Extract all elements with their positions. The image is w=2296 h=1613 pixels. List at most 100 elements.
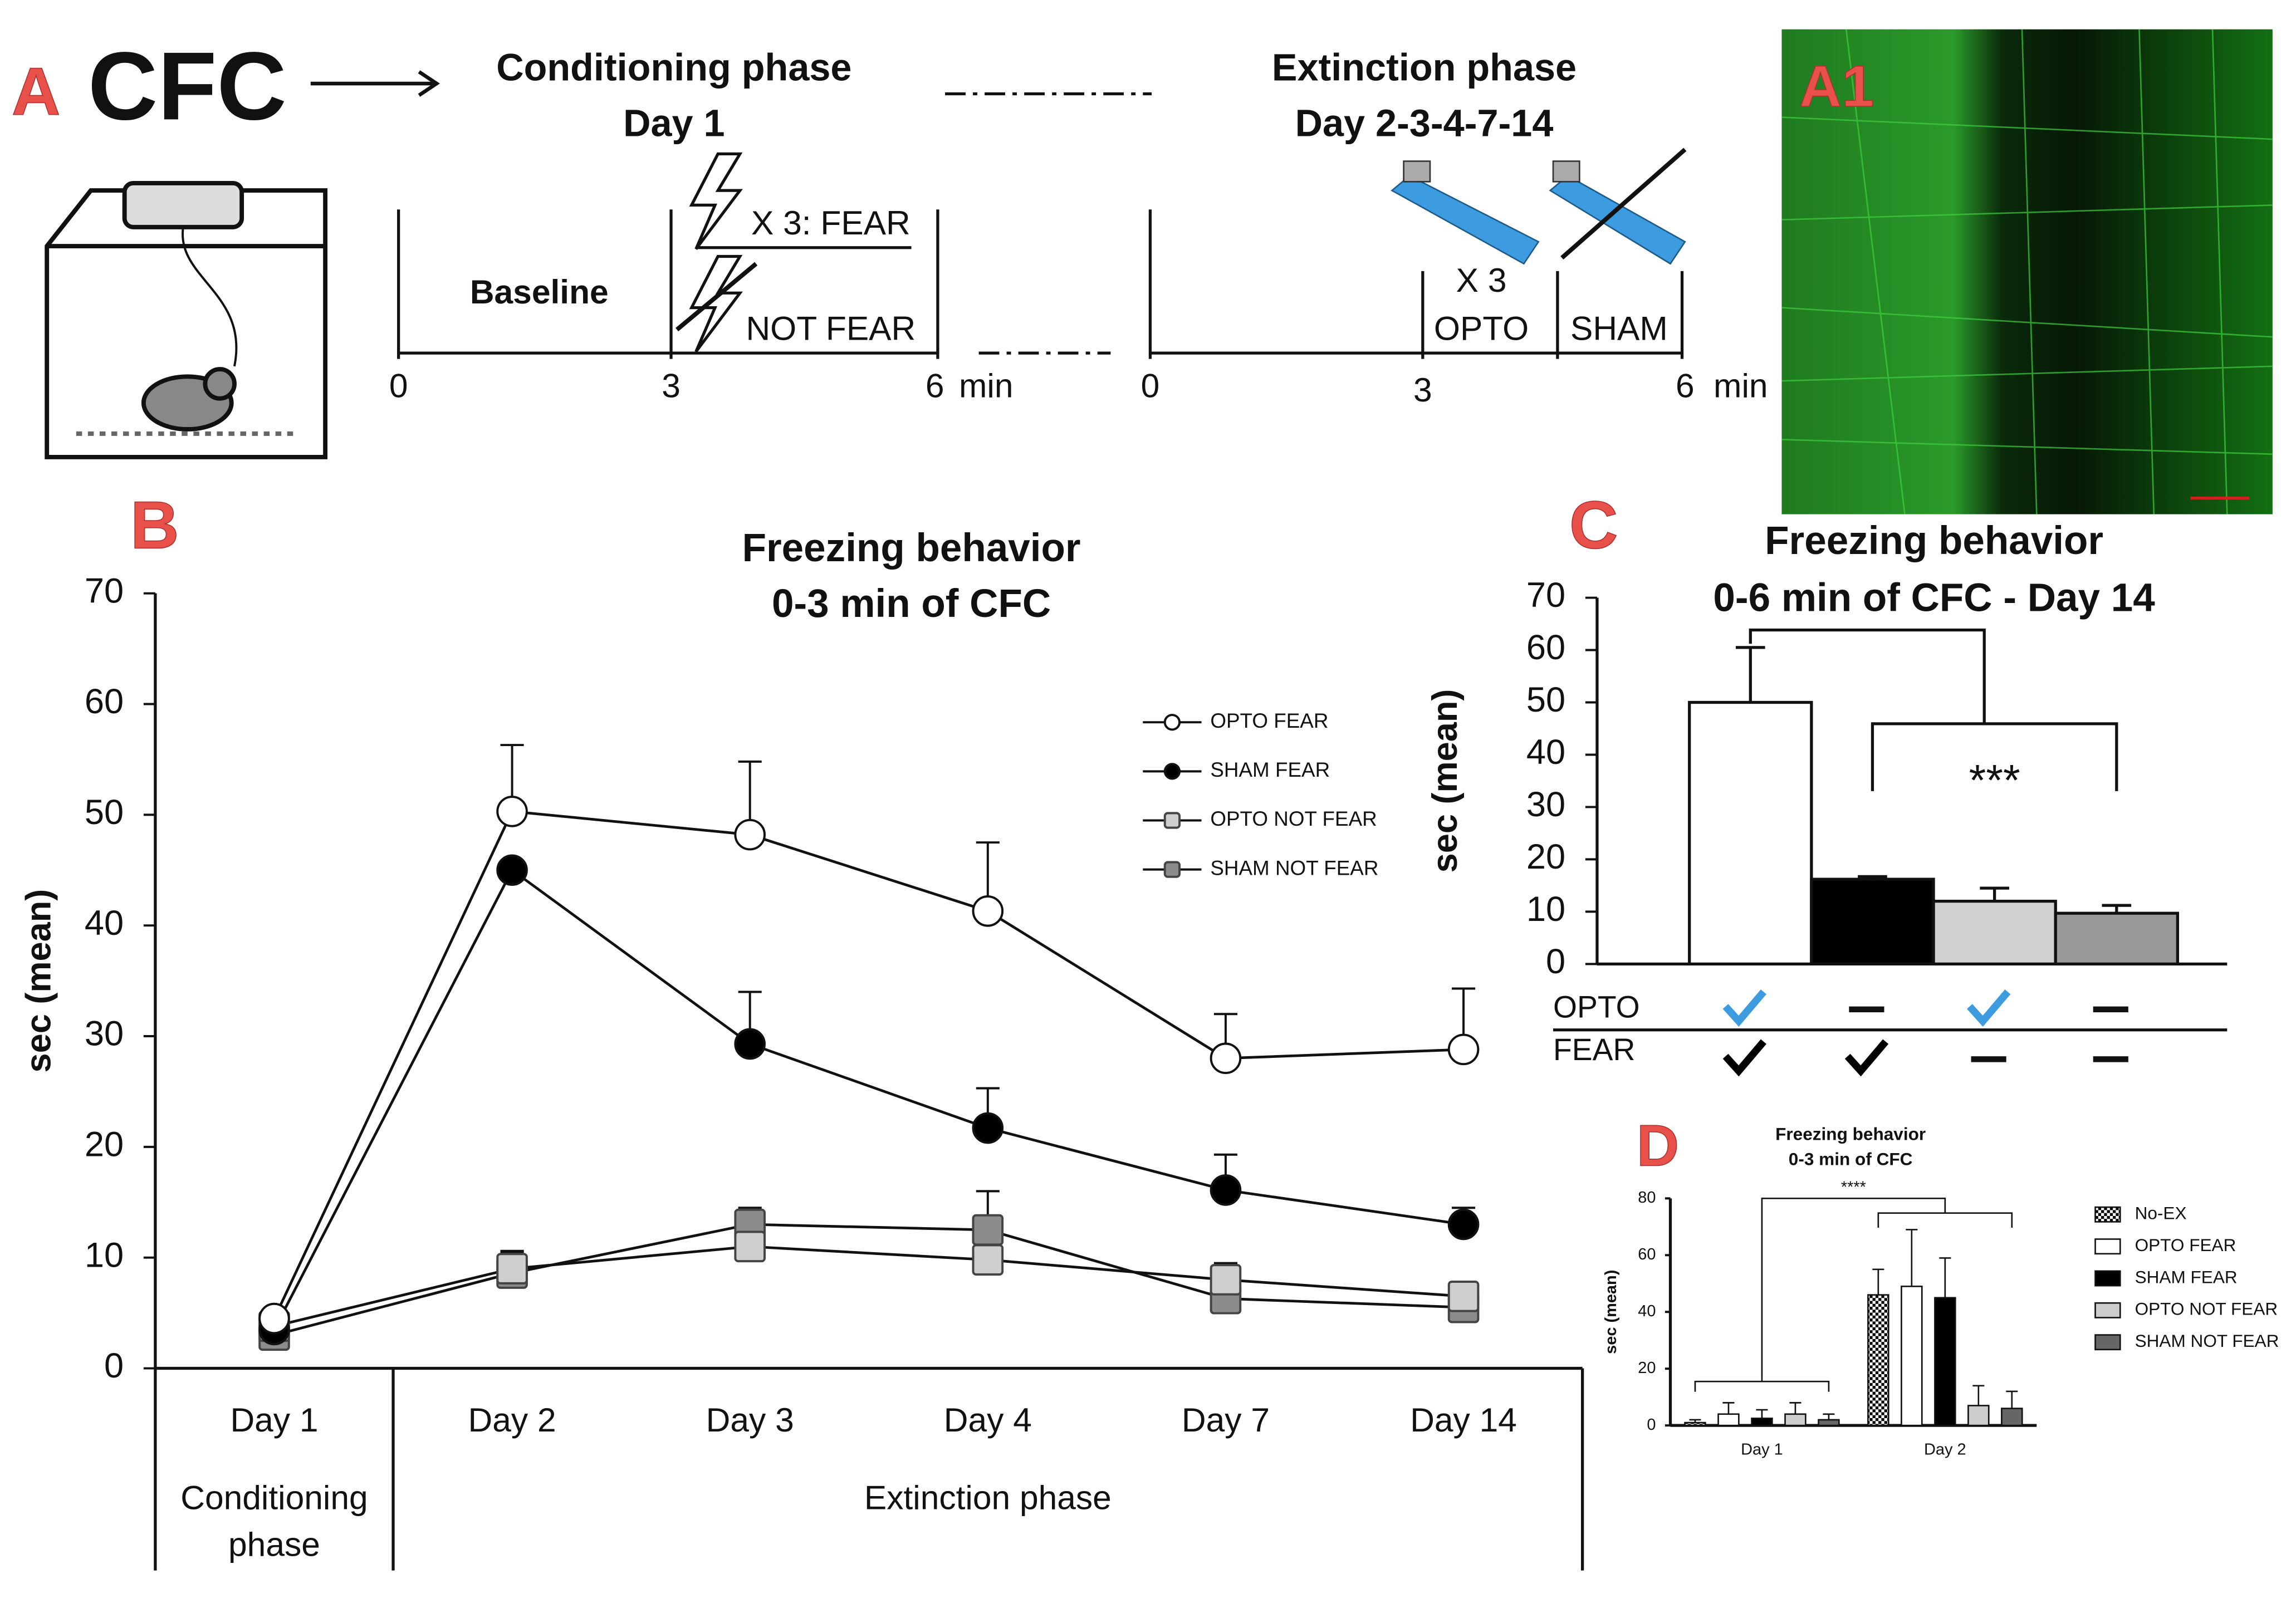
legend-label: OPTO FEAR	[1210, 709, 1328, 732]
tick-label: 6	[1676, 366, 1695, 404]
legend-swatch	[2094, 1206, 2121, 1223]
marker	[496, 1253, 528, 1284]
y-tick-label: 50	[1526, 680, 1565, 719]
series-line	[273, 1245, 1464, 1328]
legend-label: No-EX	[2135, 1203, 2187, 1223]
marker	[734, 818, 766, 851]
significance-bracket	[1871, 722, 2118, 791]
chart-title: Freezing behavior	[742, 526, 1081, 570]
y-axis-label: sec (mean)	[19, 889, 58, 1073]
legend-swatch	[2094, 1334, 2121, 1351]
legend-swatch	[2094, 1238, 2121, 1255]
y-tick-label: 20	[1638, 1359, 1656, 1377]
unit-label: min	[1714, 366, 1768, 404]
unit-label: min	[959, 366, 1014, 404]
y-tick-label: 20	[85, 1125, 124, 1164]
legend-label: SHAM FEAR	[1210, 758, 1330, 781]
significance-label: ****	[1841, 1179, 1866, 1197]
micrograph	[1781, 29, 2273, 514]
x-tick-label: Day 2	[1924, 1441, 1966, 1459]
lamp-icon	[1391, 148, 1687, 265]
y-tick-label: 0	[104, 1346, 124, 1385]
marker	[1163, 763, 1181, 780]
bar	[1867, 1294, 1889, 1426]
marker	[972, 895, 1004, 927]
y-tick-label: 30	[1526, 785, 1565, 824]
group-label: Conditioning phase	[180, 1478, 368, 1563]
bar	[1684, 1421, 1706, 1426]
chart-title: Freezing behavior	[1775, 1124, 1926, 1144]
baseline-label: Baseline	[470, 273, 609, 311]
cfc-title: CFC	[88, 32, 287, 140]
group-label: Extinction phase	[864, 1478, 1112, 1516]
y-tick-label: 10	[1526, 890, 1565, 929]
phase-title: Conditioning phase	[496, 46, 851, 89]
series-line	[273, 868, 1464, 1331]
panel-label: A	[12, 53, 60, 129]
y-tick-label: 0	[1546, 942, 1565, 981]
legend-label: SHAM NOT FEAR	[1210, 856, 1378, 879]
tick-label: 3	[662, 366, 681, 404]
marker	[496, 854, 528, 886]
tick-label: 6	[926, 366, 944, 404]
chart-subtitle: 0-3 min of CFC	[772, 582, 1051, 626]
x-tick-label: Day 1	[230, 1401, 318, 1439]
marker	[1210, 1042, 1242, 1075]
opto-label: OPTO	[1434, 310, 1529, 347]
legend-label: SHAM FEAR	[2135, 1267, 2238, 1287]
legend-swatch	[2094, 1302, 2121, 1318]
chart-subtitle: 0-6 min of CFC - Day 14	[1713, 576, 2155, 620]
y-tick-label: 60	[1638, 1246, 1656, 1263]
bar	[1818, 1419, 1840, 1426]
bar	[1717, 1413, 1740, 1426]
marker	[1163, 861, 1181, 878]
series-line	[273, 1223, 1464, 1337]
marker	[734, 1028, 766, 1060]
sham-label: SHAM	[1570, 310, 1668, 347]
y-tick-label: 40	[85, 904, 124, 943]
panel-a: A CFC Conditioning phase Day 1 Extinctio…	[11, 29, 2273, 514]
marker	[1447, 1281, 1480, 1312]
check-mark	[1722, 1039, 1766, 1077]
marker	[1447, 1033, 1480, 1066]
y-tick-label: 30	[85, 1014, 124, 1053]
panel-label: B	[130, 487, 179, 562]
y-axis-label: sec (mean)	[1426, 689, 1465, 873]
check-mark	[1844, 1039, 1889, 1077]
y-tick-label: 20	[1526, 837, 1565, 876]
bar	[1688, 700, 1813, 965]
marker	[258, 1302, 290, 1335]
marker	[972, 1214, 1004, 1246]
legend-label: OPTO FEAR	[2135, 1235, 2236, 1255]
y-tick-label: 70	[1526, 576, 1565, 615]
tick-label: 0	[389, 366, 408, 404]
legend-label: OPTO NOT FEAR	[2135, 1299, 2278, 1319]
phase-day: Day 1	[623, 102, 725, 144]
significance-bracket	[1749, 628, 1986, 724]
bar	[1901, 1286, 1923, 1426]
legend-label: SHAM NOT FEAR	[2135, 1331, 2279, 1351]
condition-label: OPTO	[1553, 990, 1640, 1024]
y-tick-label: 40	[1638, 1302, 1656, 1320]
x-tick-label: Day 14	[1410, 1401, 1517, 1439]
y-tick-label: 50	[85, 793, 124, 832]
legend-swatch	[2094, 1270, 2121, 1287]
y-axis-label: sec (mean)	[1602, 1270, 1620, 1354]
chart-subtitle: 0-3 min of CFC	[1789, 1149, 1913, 1169]
marker	[1163, 812, 1181, 829]
marker	[734, 1230, 766, 1263]
panel-label: D	[1637, 1113, 1679, 1178]
y-tick-label: 80	[1638, 1189, 1656, 1207]
significance-label: ***	[1969, 756, 2020, 805]
marker	[1210, 1174, 1242, 1206]
marker	[1163, 714, 1181, 731]
x-tick-label: Day 2	[468, 1401, 556, 1439]
bar	[1751, 1418, 1773, 1426]
series-line	[273, 810, 1464, 1320]
x-tick-label: Day 1	[1741, 1441, 1783, 1459]
phase-day: Day 2-3-4-7-14	[1295, 102, 1554, 144]
no-shock-label: NOT FEAR	[746, 310, 916, 347]
x-tick-label: Day 4	[944, 1401, 1032, 1439]
marker	[1210, 1264, 1242, 1296]
